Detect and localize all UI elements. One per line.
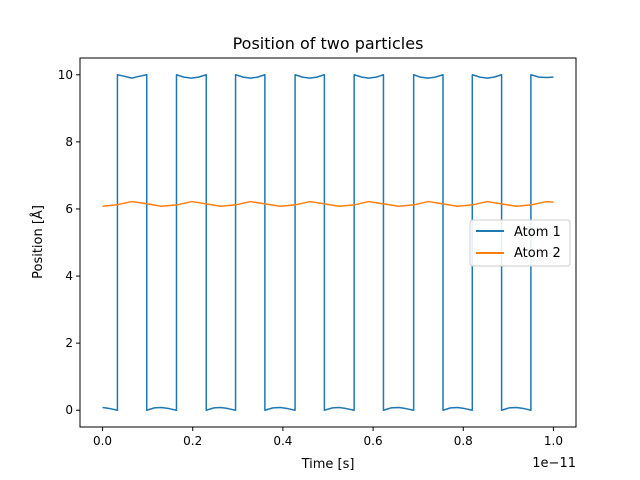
x-tick-label: 1.0 <box>544 434 563 448</box>
chart-title: Position of two particles <box>233 34 424 53</box>
legend: Atom 1 Atom 2 <box>469 219 571 267</box>
legend-label-atom-1: Atom 1 <box>514 225 561 240</box>
y-tick-label: 0 <box>65 403 73 417</box>
y-tick-label: 10 <box>58 68 73 82</box>
y-tick-label: 8 <box>65 135 73 149</box>
x-axis-ticks: 0.0 0.2 0.4 0.6 0.8 1.0 <box>93 427 563 448</box>
x-tick-label: 0.8 <box>454 434 473 448</box>
y-axis-ticks: 0 2 4 6 8 10 <box>58 68 80 417</box>
x-axis-offset-text: 1e−11 <box>532 456 576 471</box>
y-tick-label: 6 <box>65 202 73 216</box>
series-layer <box>102 74 554 411</box>
y-axis-label: Position [Å] <box>30 205 46 279</box>
axes-frame <box>79 57 577 428</box>
y-tick-label: 4 <box>65 269 73 283</box>
legend-label-atom-2: Atom 2 <box>514 246 561 261</box>
x-tick-label: 0.0 <box>93 434 112 448</box>
x-axis-label: Time [s] <box>301 457 355 472</box>
series-line-atom-2 <box>102 200 554 208</box>
x-tick-label: 0.6 <box>364 434 383 448</box>
y-tick-label: 2 <box>65 336 73 350</box>
x-tick-label: 0.4 <box>273 434 292 448</box>
x-tick-label: 0.2 <box>183 434 202 448</box>
series-line-atom-1 <box>102 74 554 411</box>
